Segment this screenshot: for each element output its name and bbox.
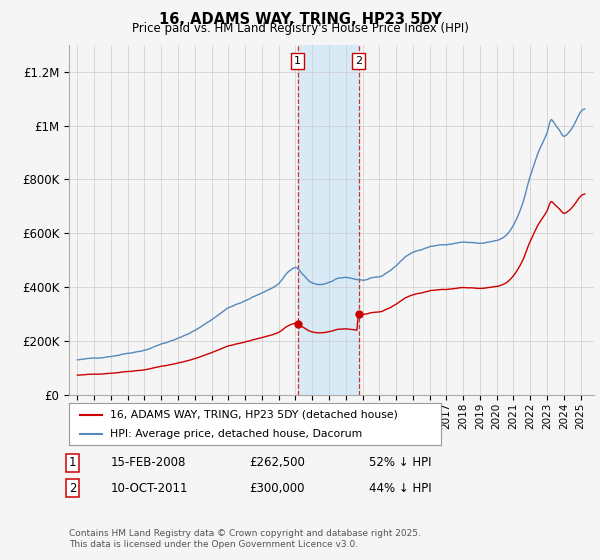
Text: 52% ↓ HPI: 52% ↓ HPI [369, 456, 431, 469]
Text: 16, ADAMS WAY, TRING, HP23 5DY (detached house): 16, ADAMS WAY, TRING, HP23 5DY (detached… [110, 409, 398, 419]
Text: 15-FEB-2008: 15-FEB-2008 [111, 456, 187, 469]
Text: 2: 2 [355, 56, 362, 66]
Text: £262,500: £262,500 [249, 456, 305, 469]
Text: Price paid vs. HM Land Registry's House Price Index (HPI): Price paid vs. HM Land Registry's House … [131, 22, 469, 35]
Text: HPI: Average price, detached house, Dacorum: HPI: Average price, detached house, Daco… [110, 429, 362, 439]
Text: 2: 2 [69, 482, 77, 494]
Text: £300,000: £300,000 [249, 482, 305, 494]
Text: 44% ↓ HPI: 44% ↓ HPI [369, 482, 431, 494]
Bar [298, 45, 359, 395]
Text: 1: 1 [294, 56, 301, 66]
Text: 10-OCT-2011: 10-OCT-2011 [111, 482, 188, 494]
Text: 16, ADAMS WAY, TRING, HP23 5DY: 16, ADAMS WAY, TRING, HP23 5DY [158, 12, 442, 27]
Text: Contains HM Land Registry data © Crown copyright and database right 2025.
This d: Contains HM Land Registry data © Crown c… [69, 529, 421, 549]
Text: 1: 1 [69, 456, 77, 469]
